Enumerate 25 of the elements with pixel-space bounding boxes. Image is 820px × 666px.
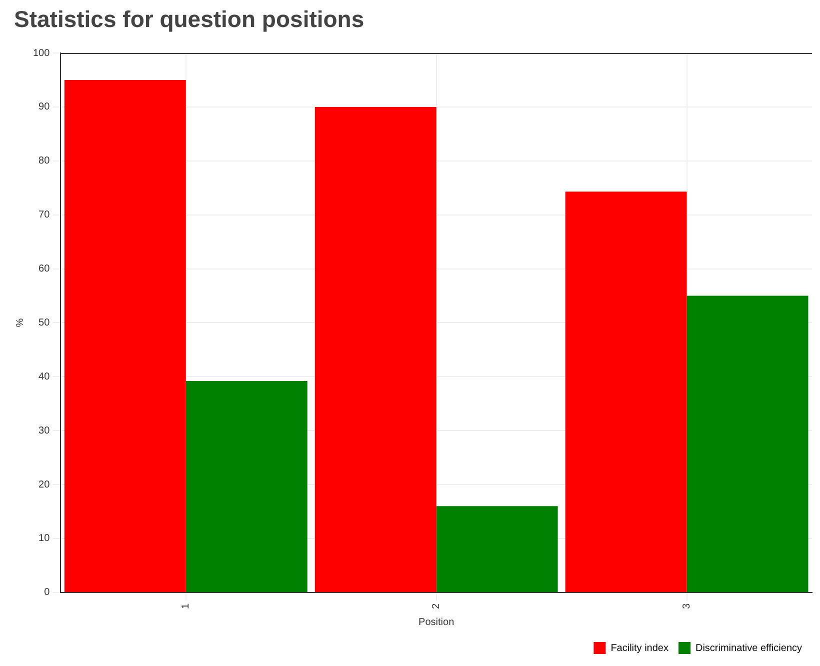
x-tick-label: 1 xyxy=(180,603,192,609)
y-tick-label: 50 xyxy=(38,317,50,328)
x-axis-title: Position xyxy=(418,616,454,628)
y-tick-label: 80 xyxy=(38,156,50,167)
chart-title: Statistics for question positions xyxy=(14,6,364,33)
y-axis-title: % xyxy=(14,318,26,328)
bar xyxy=(64,80,186,592)
x-tick-label: 3 xyxy=(682,603,693,609)
bar xyxy=(436,506,558,592)
y-tick-label: 70 xyxy=(38,210,50,221)
bar xyxy=(686,296,808,592)
legend-label: Discriminative efficiency xyxy=(695,642,802,654)
legend-label: Facility index xyxy=(610,642,668,654)
x-tick-label: 2 xyxy=(431,603,442,609)
bar xyxy=(565,192,687,592)
y-tick-label: 20 xyxy=(38,479,50,490)
y-tick-label: 90 xyxy=(38,102,50,113)
y-tick-label: 60 xyxy=(38,264,50,275)
y-tick-label: 10 xyxy=(38,533,50,544)
bar xyxy=(314,106,436,592)
y-tick-label: 100 xyxy=(32,48,50,59)
y-tick-label: 30 xyxy=(38,425,50,436)
bar xyxy=(186,380,308,592)
y-tick-label: 40 xyxy=(38,371,50,382)
y-tick-label: 0 xyxy=(44,587,50,598)
